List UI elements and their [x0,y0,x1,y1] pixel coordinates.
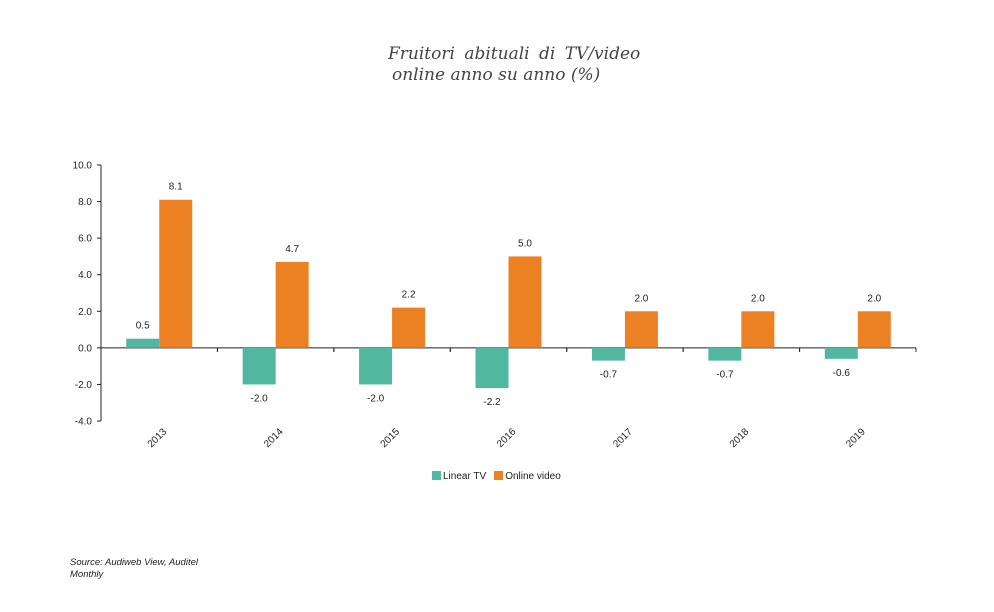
data-label: -2.2 [483,397,501,408]
data-label: -2.0 [367,393,385,404]
title-line-1: Fruitori abituali di TV/video [388,44,641,64]
data-label: 2.0 [751,293,765,304]
x-tick-label: 2019 [844,426,868,450]
data-label: 4.7 [285,244,299,255]
y-tick-label: 2.0 [78,307,92,318]
data-label: 2.0 [634,293,648,304]
bar-linear-tv [824,347,858,359]
data-label: -2.0 [251,393,269,404]
data-label: 0.5 [136,321,150,332]
bar-online-video [624,311,658,348]
legend-label: Linear TV [443,471,487,482]
legend-item-linear-tv: Linear TV [432,471,486,482]
y-tick-label: 6.0 [78,234,92,245]
data-label: 2.2 [402,290,416,301]
title-line-2: online anno su anno (%) [392,65,601,85]
x-tick-label: 2014 [262,426,286,450]
y-tick-label: 4.0 [78,270,92,281]
x-tick-label: 2013 [146,426,170,450]
legend-swatch [432,471,441,480]
bar-linear-tv [126,338,160,348]
bar-online-video [275,261,309,348]
bar-online-video [741,311,775,348]
source-note: Source: Audiweb View, Auditel Monthly [70,557,198,581]
bar-linear-tv [359,347,393,385]
data-label: 2.0 [867,293,881,304]
legend-item-online-video: Online video [494,471,561,482]
data-label: -0.6 [833,368,851,379]
y-tick-label: -2.0 [75,380,93,391]
bar-linear-tv [591,347,625,361]
data-label: 5.0 [518,238,532,249]
data-label: 8.1 [169,182,183,193]
x-tick-label: 2016 [495,426,519,450]
y-tick-label: 10.0 [73,161,93,172]
x-tick-label: 2018 [728,426,752,450]
x-tick-label: 2015 [379,426,403,450]
legend-label: Online video [505,471,561,482]
source-line-1: Source: Audiweb View, Auditel [70,557,198,568]
y-tick-label: 8.0 [78,197,92,208]
bar-online-video [508,256,542,348]
legend: Linear TV Online video [432,471,561,482]
source-line-2: Monthly [70,569,104,580]
legend-swatch [494,471,504,480]
data-label: -0.7 [600,370,618,381]
bar-linear-tv [475,347,509,389]
data-label: -0.7 [716,370,734,381]
chart-title: Fruitori abituali di TV/video online ann… [388,44,640,86]
y-tick-label: -4.0 [75,417,93,428]
bar-online-video [857,311,891,348]
bar-online-video [392,307,426,348]
bar-linear-tv [242,347,276,385]
bar-online-video [159,199,193,348]
y-tick-label: 0.0 [78,343,92,354]
bar-linear-tv [708,347,742,361]
x-tick-label: 2017 [611,426,635,450]
